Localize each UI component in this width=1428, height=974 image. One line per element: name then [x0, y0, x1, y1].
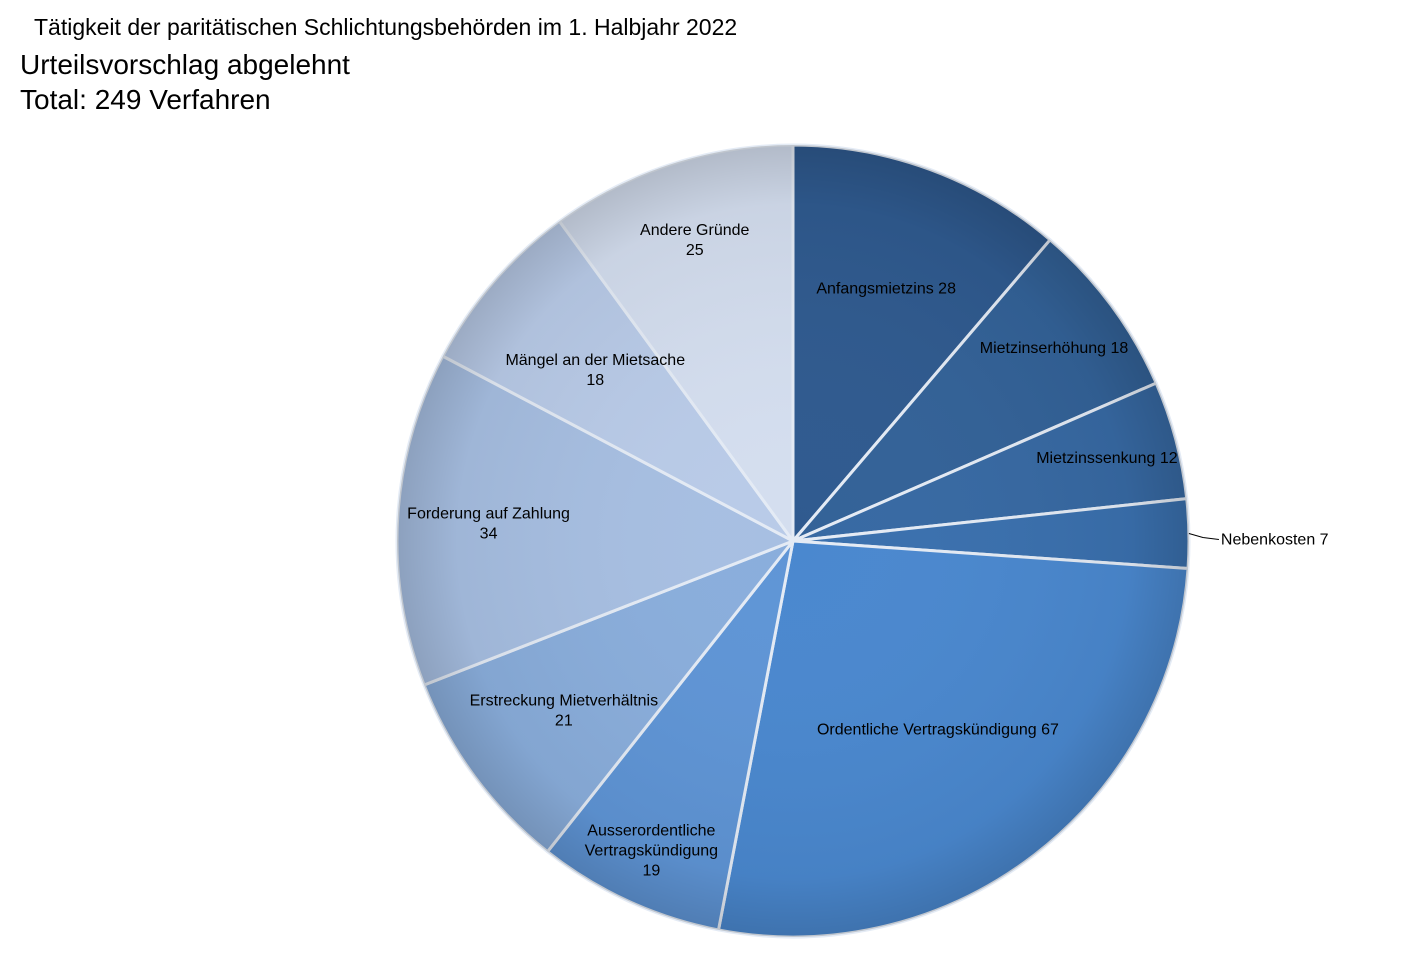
pie-label-mietzinssenkung: Mietzinssenkung 12 [1036, 450, 1178, 467]
chart-subtitle: Urteilsvorschlag abgelehnt [20, 49, 350, 80]
pie-label-erstreckung-mietverhaeltnis: Erstreckung Mietverhältnis 21 [470, 693, 659, 730]
pie-slice-ordentliche-vertragskuendigung [717, 539, 1190, 939]
pie-label-ordentliche-vertragskuendigung: Ordentliche Vertragskündigung 67 [817, 721, 1059, 738]
chart-title: Tätigkeit der paritätischen Schlichtungs… [34, 14, 738, 40]
pie-labels: Anfangsmietzins 28 Mietzinserhöhung 18 Mie… [407, 222, 1328, 880]
pie-label-forderung-auf-zahlung: Forderung auf Zahlung 34 [407, 506, 570, 543]
pie-slices [395, 143, 1191, 939]
pie-leader-line-nebenkosten [1188, 533, 1219, 541]
pie-label-andere-gruende: Andere Gründe 25 [640, 222, 750, 259]
chart-total: Total: 249 Verfahren [20, 84, 271, 115]
pie-label-nebenkosten: Nebenkosten 7 [1221, 532, 1329, 549]
pie-label-anfangsmietzins: Anfangsmietzins 28 [816, 280, 956, 297]
pie-label-maengel-an-der-mietsache: Mängel an der Mietsache 18 [505, 352, 685, 389]
pie-label-mietzinserhoehung: Mietzinserhöhung 18 [980, 340, 1129, 357]
pie-label-ausserordentliche-vertragskuendigung: Ausserordentliche Vertragskündigung 19 [585, 823, 718, 880]
